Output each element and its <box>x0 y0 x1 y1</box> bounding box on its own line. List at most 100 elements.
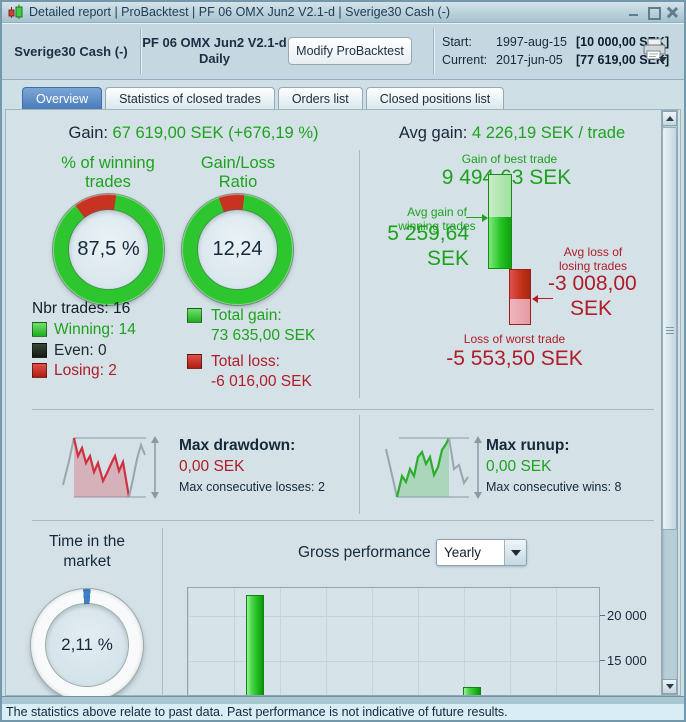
avg-win-value: 5 259,64 SEK <box>387 222 469 270</box>
total-gain-block: Total gain: 73 635,00 SEK <box>187 306 357 346</box>
risk-divider <box>359 415 360 514</box>
maximize-icon[interactable] <box>647 6 661 20</box>
worst-trade-value: -5 553,50 SEK <box>446 347 583 370</box>
strategy-timeframe: Daily <box>198 51 231 66</box>
winning-pct-value: 87,5 % <box>77 238 140 260</box>
max-runup-title: Max runup: <box>486 437 570 454</box>
max-drawdown-title: Max drawdown: <box>179 437 296 454</box>
section-separator <box>32 520 654 521</box>
gain-loss-ratio-value: 12,24 <box>212 238 263 260</box>
bottom-divider <box>162 528 163 696</box>
avg-loss-value: -3 008,00 SEK <box>548 272 637 320</box>
gross-performance-bar <box>245 595 264 695</box>
total-gain-swatch <box>187 308 202 323</box>
title-bar[interactable]: Detailed report | ProBacktest | PF 06 OM… <box>2 2 684 23</box>
legend-losing: Losing: 2 <box>32 362 117 380</box>
scrollbar-thumb[interactable] <box>662 127 677 530</box>
max-runup-value: 0,00 SEK <box>486 458 552 475</box>
avg-loss-label: Avg loss of losing trades <box>558 245 628 273</box>
y-tick-label-20000: 20 000 <box>607 608 647 623</box>
vertical-scrollbar[interactable] <box>661 110 678 695</box>
gridline-15000 <box>188 661 599 662</box>
total-loss-label: Total loss: <box>211 353 280 370</box>
total-loss-value: -6 016,00 SEK <box>211 373 312 390</box>
avg-gain-label: Avg gain: <box>398 124 468 142</box>
gross-performance-title: Gross performance <box>298 544 431 561</box>
candlestick-icon <box>8 4 23 19</box>
legend-winning: Winning: 14 <box>32 321 136 339</box>
avg-win-label: Avg gain of winning trades <box>398 205 476 233</box>
start-date: 1997-aug-15 <box>496 35 567 49</box>
start-label: Start: <box>442 35 472 49</box>
max-drawdown-value: 0,00 SEK <box>179 458 245 475</box>
even-swatch <box>32 343 47 358</box>
report-tabs: Overview Statistics of closed trades Ord… <box>22 87 505 109</box>
gain-waterfall-bar <box>488 174 512 269</box>
window-title: Detailed report | ProBacktest | PF 06 OM… <box>29 5 451 19</box>
nbr-trades: Nbr trades: 16 <box>32 300 131 317</box>
chevron-down-icon[interactable] <box>504 540 526 565</box>
current-value: [77 619,00 SEK] <box>576 53 670 67</box>
winning-trades-donut: 87,5 % <box>53 194 164 305</box>
gain-value: 67 619,00 SEK (+676,19 %) <box>112 124 319 142</box>
time-in-market-title: Time in the market <box>48 533 126 570</box>
instrument-name: Sverige30 Cash (-) <box>14 43 128 59</box>
max-consecutive-wins: Max consecutive wins: 8 <box>486 480 622 494</box>
header-separator <box>433 28 434 74</box>
section-separator <box>32 409 654 410</box>
winning-swatch <box>32 322 47 337</box>
best-trade-label: Gain of best trade <box>461 152 558 166</box>
time-in-market-donut: 2,11 % <box>31 589 143 701</box>
losing-swatch <box>32 363 47 378</box>
period-select-value: Yearly <box>444 545 482 560</box>
worst-trade-label: Loss of worst trade <box>463 332 566 346</box>
total-gain-label: Total gain: <box>211 307 282 324</box>
scroll-up-icon[interactable] <box>662 111 677 126</box>
max-consecutive-losses: Max consecutive losses: 2 <box>179 480 325 494</box>
current-date: 2017-jun-05 <box>496 53 563 67</box>
tab-statistics-of-closed-trades[interactable]: Statistics of closed trades <box>105 87 275 109</box>
avg-win-arrow-icon <box>466 213 488 222</box>
y-tick-mark <box>600 615 605 616</box>
date-range: Start: 1997-aug-15 [10 000,00 SEK] Curre… <box>442 33 669 69</box>
y-tick-mark <box>600 660 605 661</box>
status-bar-text: The statistics above relate to past data… <box>2 704 684 720</box>
tab-orders-list[interactable]: Orders list <box>277 87 363 109</box>
loss-waterfall-bar <box>509 269 531 325</box>
strategy-name: PF 06 OMX Jun2 V2.1-d Daily <box>142 23 287 79</box>
column-divider <box>359 150 360 398</box>
gross-performance-bar <box>462 686 481 695</box>
gain-loss-ratio-donut: 12,24 <box>182 194 293 305</box>
close-icon[interactable] <box>666 6 678 18</box>
gridline-20000 <box>188 616 599 617</box>
status-band <box>2 696 684 704</box>
total-loss-swatch <box>187 354 202 369</box>
gain-label: Gain: <box>68 124 108 142</box>
minimize-icon[interactable] <box>628 6 640 18</box>
avg-gain-headline: Avg gain: 4 226,19 SEK / trade <box>368 124 656 143</box>
total-loss-block: Total loss: -6 016,00 SEK <box>187 352 357 392</box>
y-tick-label-15000: 15 000 <box>607 653 647 668</box>
avg-loss-arrow-icon <box>532 294 553 303</box>
gross-performance-plot <box>187 587 600 696</box>
period-select[interactable]: Yearly <box>436 539 527 566</box>
winning-donut-title: % of winning trades <box>61 154 155 191</box>
legend-even: Even: 0 <box>32 342 107 360</box>
drawdown-chart-icon <box>62 436 159 499</box>
scroll-down-icon[interactable] <box>662 679 677 694</box>
time-in-market-value: 2,11 % <box>61 635 113 654</box>
header-separator <box>140 28 141 74</box>
modify-probacktest-button[interactable]: Modify ProBacktest <box>288 37 412 65</box>
runup-chart-icon <box>385 436 482 499</box>
tab-closed-positions-list[interactable]: Closed positions list <box>365 87 505 109</box>
gain-headline: Gain: 67 619,00 SEK (+676,19 %) <box>30 124 357 143</box>
total-gain-value: 73 635,00 SEK <box>211 327 316 344</box>
print-icon[interactable] <box>640 36 668 64</box>
current-label: Current: <box>442 53 488 67</box>
ratio-donut-title: Gain/Loss Ratio <box>200 154 276 191</box>
report-header: Sverige30 Cash (-) PF 06 OMX Jun2 V2.1-d… <box>2 23 684 80</box>
tab-overview[interactable]: Overview <box>22 87 103 109</box>
avg-gain-value: 4 226,19 SEK / trade <box>471 124 626 142</box>
strategy-title: PF 06 OMX Jun2 V2.1-d <box>142 35 287 50</box>
